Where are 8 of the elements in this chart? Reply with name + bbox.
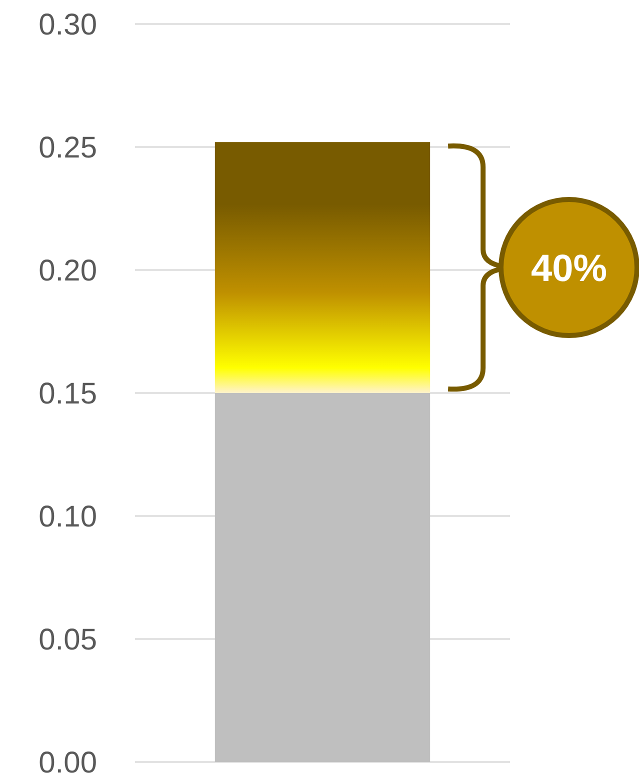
y-tick-label: 0.00 xyxy=(38,746,97,779)
y-tick-label: 0.15 xyxy=(38,378,97,410)
y-tick-label: 0.30 xyxy=(38,8,97,42)
y-tick-label: 0.05 xyxy=(38,624,97,656)
y-tick-label: 0.10 xyxy=(38,500,97,534)
y-tick-label: 0.20 xyxy=(38,254,97,288)
y-tick-label: 0.25 xyxy=(38,132,97,164)
text: 40% xyxy=(530,248,608,290)
